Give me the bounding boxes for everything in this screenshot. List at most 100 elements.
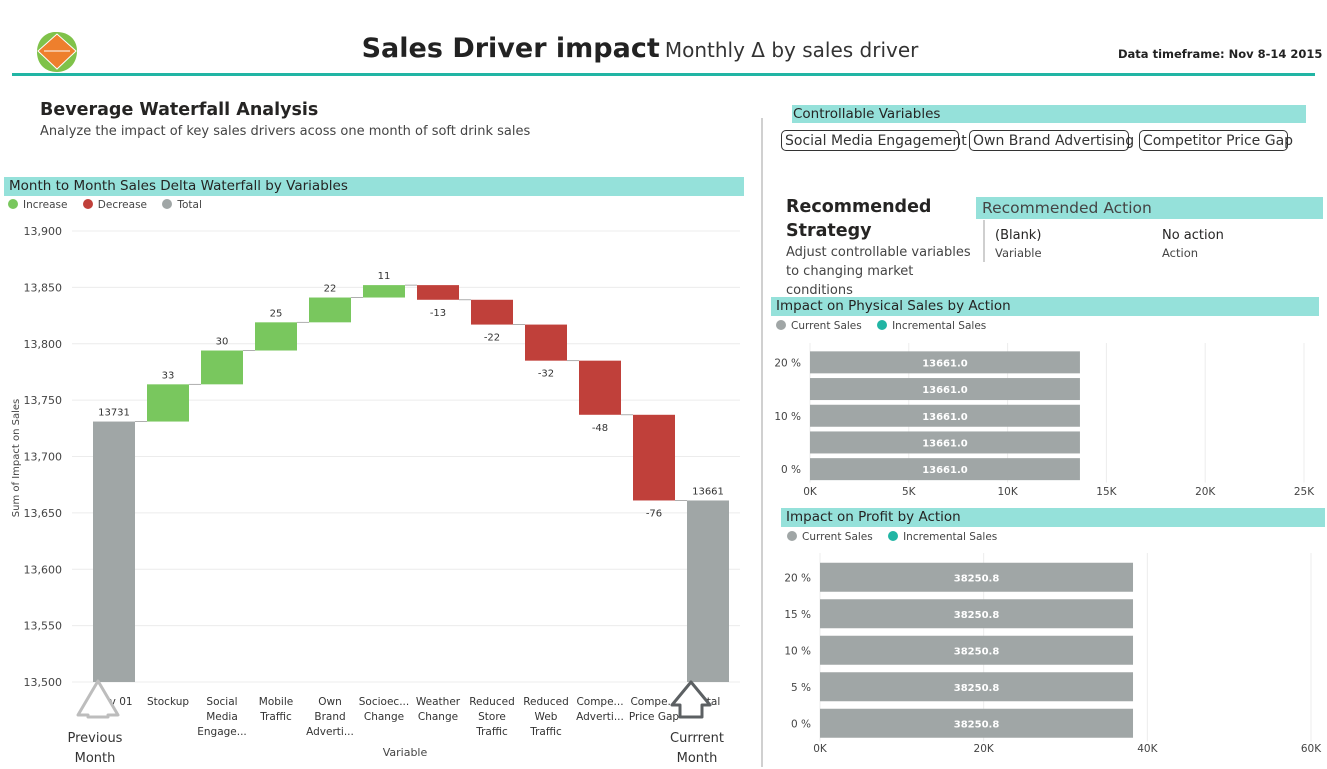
- waterfall-data-label: 22: [324, 284, 337, 295]
- waterfall-bar[interactable]: [633, 414, 675, 501]
- legend-increase: Increase: [8, 199, 67, 211]
- competitor-price-gap-button[interactable]: Competitor Price Gap: [1139, 130, 1293, 151]
- hbar-bar[interactable]: [810, 458, 1080, 481]
- own-brand-advertising-button[interactable]: Own Brand Advertising: [969, 130, 1134, 151]
- hbar-bar[interactable]: [810, 351, 1080, 374]
- hbar-bar[interactable]: [820, 562, 1134, 592]
- waterfall-y-tick: 13,900: [24, 225, 63, 238]
- waterfall-bar[interactable]: [363, 285, 405, 298]
- physical-sales-chart: 13661.0 13661.0 13661.0 13661.0 13661.0 20 % 1…: [774, 343, 1315, 498]
- waterfall-x-tick: Reduced: [523, 696, 569, 708]
- waterfall-bar[interactable]: [579, 360, 621, 415]
- hbar-y-tick: 20 %: [784, 572, 811, 584]
- waterfall-y-tick: 13,750: [24, 394, 63, 407]
- header-divider: [12, 73, 1315, 76]
- hbar-data-label: 13661.0: [922, 385, 968, 396]
- legend-decrease-dot: [82, 199, 93, 209]
- waterfall-x-tick: Store: [478, 711, 506, 723]
- profit-chart: 38250.8 38250.8 38250.8 38250.8 38250.8 20 % 1…: [784, 553, 1322, 755]
- action-variable-label: Variable: [995, 246, 1042, 260]
- waterfall-x-tick: Media: [206, 711, 238, 723]
- hbar-x-tick: 0K: [813, 743, 828, 755]
- waterfall-data-label: 13731: [98, 408, 130, 419]
- hbar-y-tick: 0 %: [791, 718, 811, 730]
- vertical-divider: [761, 118, 763, 767]
- legend-current-sales-dot: [776, 320, 786, 330]
- action-variable-value: (Blank): [995, 228, 1042, 243]
- hbar-bar[interactable]: [820, 708, 1134, 738]
- hbar-x-tick: 60K: [1301, 743, 1322, 755]
- hbar-data-label: 38250.8: [954, 610, 1000, 621]
- legend-total-label: Total: [177, 199, 202, 211]
- hbar-bar[interactable]: [820, 672, 1134, 702]
- hbar-data-label: 38250.8: [954, 646, 1000, 657]
- hbar-x-tick: 5K: [902, 486, 917, 498]
- waterfall-bar[interactable]: [201, 350, 243, 385]
- waterfall-bar[interactable]: [687, 500, 729, 682]
- hbar-data-label: 13661.0: [922, 358, 968, 369]
- hbar-y-tick: 0 %: [781, 464, 801, 476]
- current-month-label: Currrent Month: [670, 731, 724, 766]
- hbar-x-tick: 20K: [1195, 486, 1216, 498]
- physical-sales-legend: Current Sales Incremental Sales: [776, 320, 998, 332]
- legend-incremental-sales-label: Incremental Sales: [892, 320, 987, 332]
- waterfall-data-label: -76: [646, 508, 662, 519]
- hbar-bar[interactable]: [820, 635, 1134, 665]
- waterfall-y-tick: 13,800: [24, 338, 63, 351]
- waterfall-bar[interactable]: [309, 297, 351, 323]
- action-action-value: No action: [1162, 228, 1224, 243]
- hbar-bar[interactable]: [820, 599, 1134, 629]
- hbar-data-label: 38250.8: [954, 573, 1000, 584]
- waterfall-data-label: 33: [162, 370, 175, 381]
- hbar-bar[interactable]: [810, 404, 1080, 427]
- waterfall-data-label: -48: [592, 423, 608, 434]
- hbar-x-tick: 0K: [803, 486, 818, 498]
- waterfall-bar[interactable]: [147, 384, 189, 422]
- waterfall-y-tick: 13,600: [24, 563, 63, 576]
- hbar-x-tick: 40K: [1137, 743, 1158, 755]
- waterfall-bar[interactable]: [417, 285, 459, 300]
- legend-current-sales-label: Current Sales: [791, 320, 862, 332]
- waterfall-x-tick: Change: [364, 711, 404, 723]
- hbar-bar[interactable]: [810, 378, 1080, 401]
- waterfall-x-tick: Traffic: [529, 726, 562, 738]
- waterfall-x-tick: Adverti...: [576, 711, 624, 723]
- waterfall-bar[interactable]: [471, 299, 513, 325]
- hbar-bar[interactable]: [810, 431, 1080, 454]
- social-media-engagement-button[interactable]: Social Media Engagement: [781, 130, 967, 151]
- waterfall-x-tick: Socioec...: [359, 696, 409, 708]
- waterfall-x-tick: Mobile: [259, 696, 293, 708]
- waterfall-x-tick: Traffic: [475, 726, 508, 738]
- waterfall-bar[interactable]: [525, 324, 567, 361]
- timeframe-label: Data timeframe: Nov 8-14 2015: [1118, 47, 1323, 61]
- profit-legend: Current Sales Incremental Sales: [787, 531, 1009, 543]
- waterfall-x-tick: Social: [206, 696, 237, 708]
- legend-total: Total: [162, 199, 202, 211]
- hbar-data-label: 13661.0: [922, 412, 968, 423]
- strategy-title: Recommended Strategy: [786, 197, 932, 241]
- hbar-y-tick: 10 %: [774, 411, 801, 423]
- hbar-x-tick: 25K: [1294, 486, 1315, 498]
- hbar-x-tick: 20K: [974, 743, 995, 755]
- legend-incremental-sales-dot: [877, 320, 888, 330]
- hbar-y-tick: 10 %: [784, 645, 811, 657]
- legend-incremental-sales: Incremental Sales: [877, 320, 986, 332]
- waterfall-y-tick: 13,700: [24, 451, 63, 464]
- page-title: Sales Driver impact Monthly Δ by sales d…: [0, 33, 1280, 64]
- previous-month-arrow-icon: [76, 679, 120, 719]
- action-action-label: Action: [1162, 246, 1199, 260]
- waterfall-bar[interactable]: [93, 421, 135, 682]
- legend-current-sales-2: Current Sales: [787, 531, 873, 543]
- waterfall-legend: Increase Decrease Total: [8, 199, 214, 211]
- waterfall-x-tick: Brand: [314, 711, 345, 723]
- waterfall-x-tick: Stockup: [147, 696, 189, 708]
- legend-total-dot: [162, 199, 173, 209]
- waterfall-data-label: 11: [378, 271, 391, 282]
- waterfall-y-tick: 13,500: [24, 676, 63, 689]
- waterfall-x-tick: Compe...: [630, 696, 677, 708]
- waterfall-x-tick: Engage...: [197, 726, 247, 738]
- legend-current-sales-2-label: Current Sales: [802, 531, 873, 543]
- waterfall-y-tick: 13,650: [24, 507, 63, 520]
- waterfall-bar[interactable]: [255, 322, 297, 351]
